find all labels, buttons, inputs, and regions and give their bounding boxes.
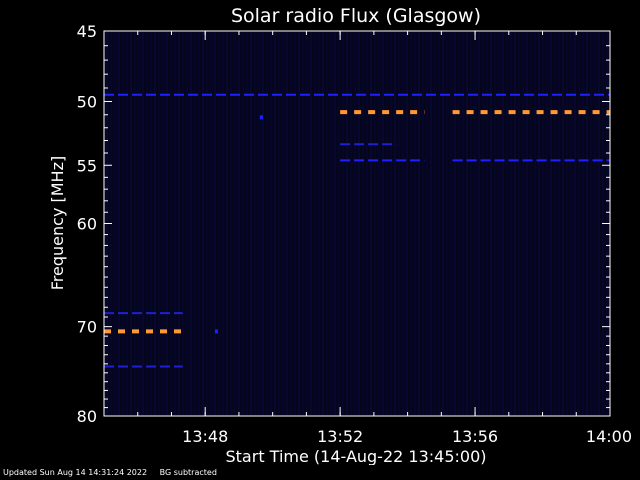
emission-dot [259, 115, 263, 120]
y-axis-label: Frequency [MHz] [48, 156, 67, 290]
x-axis-label: Start Time (14-Aug-22 13:45:00) [226, 447, 487, 465]
spectrogram-columns [106, 32, 608, 415]
emission-features [104, 93, 610, 368]
plot-background [104, 31, 610, 416]
x-axis-ticks: 13:48 13:52 13:56 14:00 [137, 31, 632, 446]
y-tick-label: 55 [77, 156, 97, 175]
y-tick-label: 60 [77, 215, 97, 234]
y-axis-ticks: 45 50 55 60 70 80 [77, 22, 610, 426]
x-tick-label: 13:48 [182, 427, 228, 446]
x-tick-label: 13:56 [452, 427, 498, 446]
x-tick-label: 13:52 [317, 427, 363, 446]
background-note: BG subtracted [159, 468, 217, 477]
footer: Updated Sun Aug 14 14:31:24 2022 BG subt… [3, 468, 227, 477]
y-tick-label: 45 [77, 22, 97, 41]
x-tick-label: 14:00 [586, 427, 632, 446]
spectrogram-chart: Solar radio Flux (Glasgow) 455055607080 … [48, 5, 632, 466]
chart-title: Solar radio Flux (Glasgow) [231, 5, 481, 27]
emission-dot [214, 329, 218, 334]
y-tick-label: 80 [77, 407, 97, 426]
updated-timestamp: Updated Sun Aug 14 14:31:24 2022 [3, 468, 148, 477]
y-tick-label: 70 [77, 318, 97, 337]
y-tick-label: 50 [77, 93, 97, 112]
